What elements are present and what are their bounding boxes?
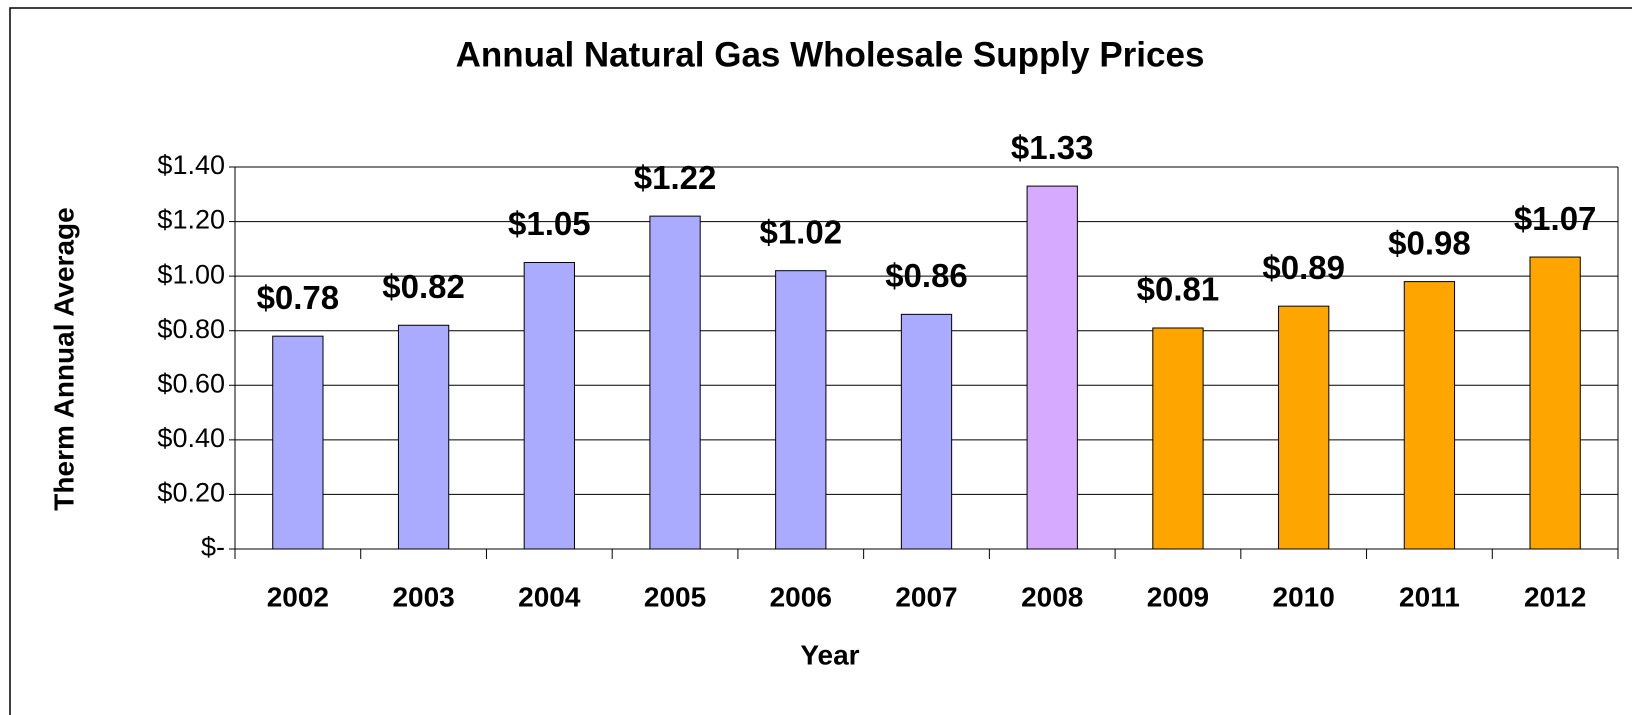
- value-label: $1.22: [634, 159, 717, 196]
- x-tick-label: 2009: [1147, 581, 1209, 612]
- bar: [397, 324, 450, 550]
- value-label: $1.02: [759, 213, 842, 250]
- value-label: $0.86: [885, 257, 968, 294]
- bar: [649, 215, 701, 550]
- value-label: $0.81: [1137, 271, 1220, 308]
- y-axis-label: Therm Annual Average: [48, 207, 79, 510]
- value-label: $1.07: [1514, 200, 1597, 237]
- bar: [1529, 256, 1581, 550]
- x-tick-label: 2011: [1399, 581, 1460, 612]
- bar: [775, 270, 827, 550]
- bar: [1278, 305, 1330, 550]
- y-tick-label: $0.20: [157, 478, 225, 508]
- y-tick-label: $0.60: [157, 368, 225, 398]
- value-label: $0.78: [257, 279, 340, 316]
- value-label: $0.98: [1388, 224, 1471, 261]
- chart-title: Annual Natural Gas Wholesale Supply Pric…: [456, 35, 1205, 74]
- y-tick-label: $0.80: [157, 314, 225, 344]
- x-tick-label: 2003: [392, 581, 454, 612]
- x-tick-label: 2012: [1524, 581, 1586, 612]
- y-tick-label: $1.40: [157, 150, 225, 180]
- y-tick-label: $1.00: [157, 259, 225, 289]
- value-label: $0.82: [382, 268, 465, 305]
- value-label: $1.33: [1011, 129, 1094, 166]
- x-tick-label: 2008: [1021, 581, 1083, 612]
- bar: [900, 313, 953, 550]
- bar: [1152, 327, 1204, 550]
- x-tick-label: 2004: [518, 581, 581, 612]
- bar: [1403, 281, 1456, 550]
- x-axis-label: Year: [800, 639, 859, 670]
- y-tick-label: $1.20: [157, 205, 225, 235]
- value-label: $1.05: [508, 205, 591, 242]
- x-tick-label: 2010: [1273, 581, 1335, 612]
- y-tick-label: $-: [201, 532, 225, 562]
- value-label: $0.89: [1262, 249, 1345, 286]
- x-tick-label: 2007: [895, 581, 957, 612]
- bar: [272, 335, 324, 550]
- y-tick-label: $0.40: [157, 423, 225, 453]
- bar: [523, 262, 575, 550]
- x-tick-label: 2005: [644, 581, 706, 612]
- x-tick-label: 2006: [770, 581, 832, 612]
- x-tick-label: 2002: [267, 581, 329, 612]
- bar: [1026, 185, 1078, 550]
